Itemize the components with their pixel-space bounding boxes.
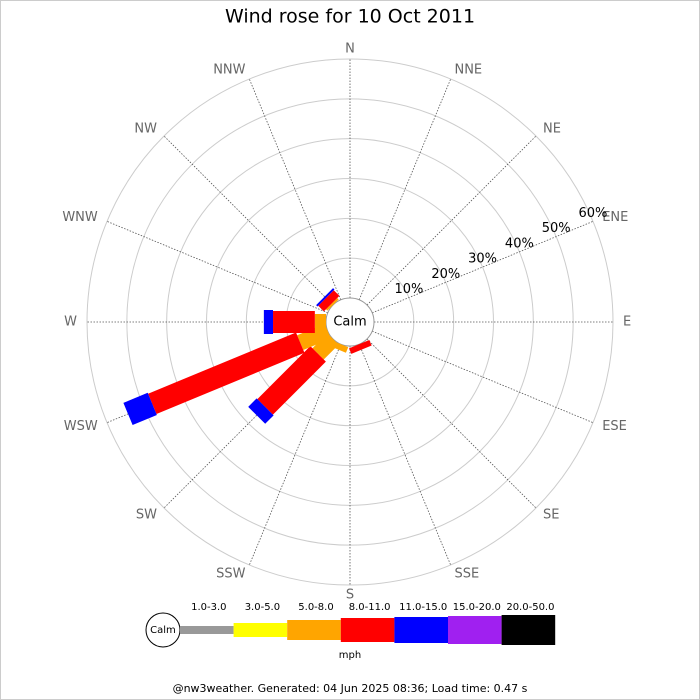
spoke	[248, 78, 342, 300]
rose-segment	[263, 310, 274, 334]
legend-swatch	[180, 626, 234, 634]
legend-label: 5.0-8.0	[298, 602, 333, 613]
spoke	[372, 220, 594, 314]
direction-label: S	[346, 588, 354, 603]
r-tick-label: 40%	[505, 236, 534, 251]
direction-label: NW	[134, 121, 157, 136]
legend-label: 8.0-11.0	[349, 602, 391, 613]
grid-ring	[206, 178, 494, 466]
calm-label: Calm	[333, 315, 366, 330]
rose-segment	[314, 314, 326, 330]
direction-label: WSW	[64, 419, 98, 434]
direction-label: ENE	[602, 210, 628, 225]
direction-label: WNW	[62, 210, 98, 225]
rose-segment	[297, 323, 331, 351]
rose-segment	[122, 401, 134, 427]
rose-segment	[123, 392, 157, 426]
footer: @nw3weather. Generated: 04 Jun 2025 08:3…	[173, 682, 528, 695]
rose-segment	[273, 311, 315, 333]
spoke	[358, 78, 452, 300]
spoke	[366, 338, 537, 509]
chart-title: Wind rose for 10 Oct 2011	[225, 6, 475, 28]
rose-segment	[349, 339, 372, 354]
r-tick-label: 10%	[395, 282, 424, 297]
spoke	[366, 135, 537, 306]
spoke	[372, 330, 594, 424]
rose-segment	[316, 288, 335, 307]
direction-label: E	[623, 315, 631, 330]
legend-label: 11.0-15.0	[399, 602, 447, 613]
legend-swatch	[394, 617, 448, 643]
legend-label: 3.0-5.0	[245, 602, 280, 613]
r-tick-label: 60%	[579, 206, 608, 221]
legend-label: 1.0-3.0	[191, 602, 226, 613]
spoke	[248, 344, 342, 566]
legend-label: 15.0-20.0	[453, 602, 501, 613]
legend-calm-label: Calm	[150, 625, 176, 636]
grid-ring	[86, 58, 614, 586]
direction-label: SSE	[454, 567, 479, 582]
spoke	[163, 135, 334, 306]
r-tick-label: 50%	[542, 221, 571, 236]
legend-swatch	[287, 620, 341, 640]
rose-segment	[312, 333, 339, 360]
direction-label: NNE	[454, 62, 482, 77]
legend-label: 20.0-50.0	[506, 602, 554, 613]
r-tick-label: 20%	[431, 267, 460, 282]
legend-unit: mph	[339, 650, 361, 661]
rose-segment	[318, 290, 340, 312]
direction-label: NNW	[213, 62, 245, 77]
legend-swatch	[448, 616, 502, 644]
direction-label: SSW	[216, 567, 246, 582]
rose-segment	[148, 332, 305, 415]
direction-label: W	[64, 315, 77, 330]
direction-label: SW	[136, 508, 157, 523]
rose-segment	[248, 398, 274, 424]
rose-segment	[257, 346, 326, 415]
legend-swatch	[501, 615, 556, 645]
direction-label: N	[345, 42, 355, 57]
direction-label: SE	[543, 508, 559, 523]
spoke	[106, 220, 328, 314]
legend-swatch	[233, 623, 288, 637]
r-tick-label: 30%	[468, 252, 497, 267]
spoke	[358, 344, 452, 566]
direction-label: NE	[543, 121, 561, 136]
rose-segment	[325, 297, 339, 311]
direction-label: ESE	[602, 419, 627, 434]
legend-swatch	[340, 618, 395, 642]
grid-ring	[245, 217, 455, 427]
